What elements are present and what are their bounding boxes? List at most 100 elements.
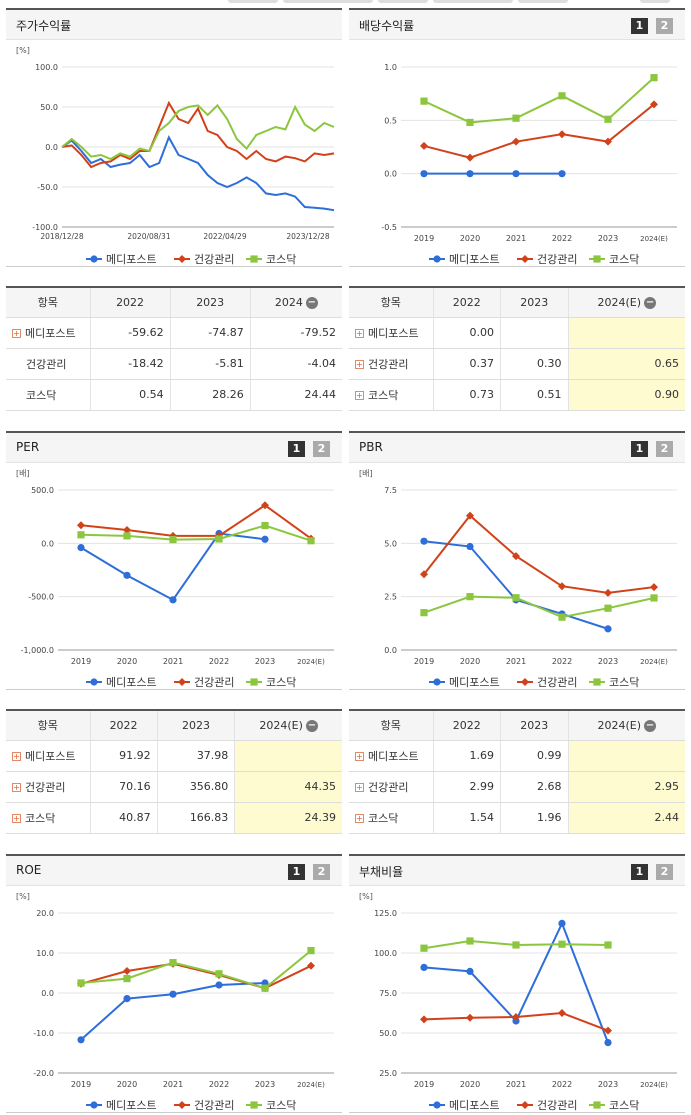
row-name-label: 건강관리 [25,780,66,794]
debt-point-2 [466,1013,474,1022]
per-point-3 [215,535,223,543]
expand-plus-icon[interactable]: + [12,783,21,792]
legend-label-2: 건강관리 [537,253,577,266]
dividend-chart-panel: 배당수익률 1 2 1.0 0.5 0.0 -0.5 2019 2020 2021 2022 2… [349,8,685,267]
debt-point-1 [604,1039,612,1047]
dividend-point-2 [420,141,428,150]
per-ytick: 0.0 [41,539,54,548]
debt-xtick: 2021 [506,1080,526,1089]
dividend-point-1 [512,170,520,178]
pbr-point-3 [466,593,474,601]
top-tab-3[interactable] [378,0,428,3]
top-tab-1[interactable] [228,0,278,3]
page-1-button[interactable]: 1 [631,18,648,34]
debt-ytick: 100.0 [374,949,397,958]
table-row: + 코스닥 0.73 0.51 0.90 [349,379,685,411]
collapse-minus-icon[interactable]: − [644,296,657,309]
pbr-ytick: 0.0 [384,646,397,655]
page-2-button[interactable]: 2 [656,864,673,880]
column-header-label: 2023 [520,718,549,732]
value-cell: 0.00 [433,317,501,349]
row-name-label: 건강관리 [368,357,409,371]
page-1-button[interactable]: 1 [631,441,648,457]
row-name-cell: + 메디포스트 [349,740,434,772]
column-header-label: 2024(E) [259,718,303,732]
pbr-xtick: 2022 [552,657,572,666]
expand-plus-icon[interactable]: + [355,360,364,369]
dividend-ytick: -0.5 [381,223,397,232]
per-chart-panel: PER 1 2 [배] 500.0 0.0 -500.0 -1,000.0 2019 202… [6,431,342,690]
column-header-label: 2022 [109,718,138,732]
debt-point-3 [420,944,428,952]
debt-point-3 [558,940,566,948]
collapse-minus-icon[interactable]: − [305,296,318,309]
expand-plus-icon[interactable]: + [355,752,364,761]
page-2-button[interactable]: 2 [313,864,330,880]
roe-point-1 [77,1036,85,1044]
returns-ytick: -50.0 [37,183,58,192]
page-2-button[interactable]: 2 [656,18,673,34]
roe-xtick: 2019 [71,1080,91,1089]
pbr-point-2 [512,552,520,561]
debt-xtick: 2020 [460,1080,480,1089]
legend-label-3: 코스닥 [266,1099,296,1112]
returns-series-line-3 [61,103,335,161]
roe-series-line-3 [80,949,312,990]
expand-plus-icon[interactable]: + [12,329,21,338]
roe-xtick: 2020 [117,1080,137,1089]
value-cell: 0.30 [500,348,569,380]
legend-marker-3 [593,255,601,263]
top-tab-4[interactable] [433,0,513,3]
roe-chart-panel: ROE 1 2 [%] 20.0 10.0 0.0 -10.0 -20.0 2019 2020… [6,854,342,1113]
legend-label-3: 코스닥 [266,676,296,689]
legend-marker-1 [433,255,441,263]
top-tab-2[interactable] [283,0,373,3]
expand-plus-icon[interactable]: + [355,814,364,823]
expand-plus-icon[interactable]: + [12,814,21,823]
value-cell: 37.98 [157,740,236,772]
expand-plus-icon[interactable]: + [355,329,364,338]
column-header-label: 2022 [452,718,481,732]
page-1-button[interactable]: 1 [288,441,305,457]
legend-marker-1 [90,1101,98,1109]
pbr-ytick: 2.5 [384,593,397,602]
pbr-xtick: 2020 [460,657,480,666]
dividend-point-3 [512,114,520,122]
page-1-button[interactable]: 1 [288,864,305,880]
top-tab-6[interactable] [640,0,670,3]
value-cell: 0.37 [433,348,501,380]
column-header-label: 2024 [274,295,303,309]
page-2-button[interactable]: 2 [313,441,330,457]
debt-point-3 [466,937,474,945]
pbr-xtick: 2019 [414,657,434,666]
legend-marker-2 [178,678,186,686]
dividend-point-2 [558,130,566,139]
page-2-button[interactable]: 2 [656,441,673,457]
column-header: 2022 [90,710,158,741]
expand-plus-icon[interactable]: + [355,391,364,400]
legend-marker-1 [90,678,98,686]
debt-title: 부채비율 [359,865,404,879]
value-cell: -74.87 [170,317,251,349]
column-header: 2022 [433,710,501,741]
per-point-2 [123,526,131,534]
expand-plus-icon[interactable]: + [355,783,364,792]
pbr-xtick: 2023 [598,657,618,666]
per-point-3 [307,537,315,545]
debt-point-1 [420,963,428,971]
value-cell: -18.42 [90,348,171,380]
top-tab-5[interactable] [518,0,568,3]
dividend-xtick: 2020 [460,234,480,243]
dividend-point-3 [558,92,566,100]
roe-chart: [%] 20.0 10.0 0.0 -10.0 -20.0 2019 2020 2021 2022… [16,892,334,1112]
page-1-button[interactable]: 1 [631,864,648,880]
legend-marker-1 [433,1101,441,1109]
expand-plus-icon[interactable]: + [12,752,21,761]
debt-point-3 [512,941,520,949]
dividend-point-1 [466,170,474,178]
legend-marker-1 [90,255,98,263]
legend-label-1: 메디포스트 [106,1099,157,1112]
collapse-minus-icon[interactable]: − [305,719,318,732]
row-name-cell: + 메디포스트 [6,317,91,349]
collapse-minus-icon[interactable]: − [644,719,657,732]
